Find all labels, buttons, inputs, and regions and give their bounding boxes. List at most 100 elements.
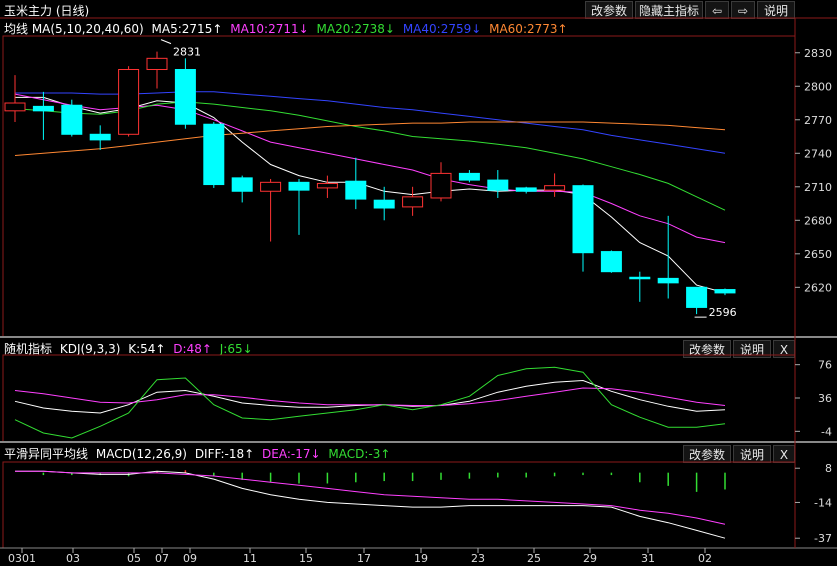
- candle-body: [430, 172, 452, 199]
- candle-body: [4, 102, 26, 112]
- y-tick-label: -14: [814, 496, 832, 509]
- panel-frame: [2, 35, 796, 338]
- x-tick-label: 31: [641, 552, 655, 565]
- y-tick-label: 36: [818, 392, 832, 405]
- candle: [203, 122, 225, 188]
- candle: [686, 286, 708, 315]
- kdj-params: KDJ(9,3,3): [59, 342, 121, 356]
- x-tick-label: 05: [127, 552, 141, 565]
- low-label: 2596: [709, 306, 737, 319]
- candle-body: [487, 179, 509, 191]
- hide-main-indicator-button[interactable]: 隐藏主指标: [635, 1, 703, 19]
- candle: [572, 184, 594, 272]
- candle-body: [345, 180, 367, 200]
- candle: [345, 157, 367, 210]
- high-pointer: [160, 39, 172, 45]
- kdj-legend-label: 随机指标: [4, 342, 53, 356]
- x-tick-label: 25: [527, 552, 541, 565]
- candle: [600, 250, 622, 273]
- ma40-line: [15, 91, 726, 154]
- candle-body: [174, 69, 196, 125]
- x-tick-label: 17: [357, 552, 371, 565]
- candle-body: [402, 196, 424, 208]
- d-legend: D:48↑: [173, 342, 212, 356]
- change-params-button[interactable]: 改参数: [585, 1, 633, 19]
- kdj-change-params-button[interactable]: 改参数: [683, 340, 731, 358]
- y-tick-label: 8: [825, 462, 832, 475]
- candle: [515, 186, 537, 194]
- ma20-legend: MA20:2738↓: [316, 22, 395, 36]
- candle-body: [657, 277, 679, 284]
- candle: [629, 271, 651, 302]
- y-tick-label: 2650: [804, 248, 832, 261]
- ma10-legend: MA10:2711↓: [230, 22, 309, 36]
- candle: [288, 178, 310, 235]
- chart-title: 玉米主力 (日线): [4, 4, 90, 18]
- candle: [544, 173, 566, 197]
- x-tick-label: 15: [299, 552, 313, 565]
- candle-body: [373, 199, 395, 209]
- kdj-d-line: [14, 387, 726, 406]
- candle-body: [146, 57, 168, 71]
- candle: [402, 186, 424, 216]
- candle-body: [458, 172, 480, 181]
- candle: [4, 75, 26, 123]
- dea-legend: DEA:-17↓: [262, 447, 321, 461]
- ma-legend: 均线 MA(5,10,20,40,60) MA5:2715↑ MA10:2711…: [4, 20, 568, 37]
- candle: [231, 175, 253, 203]
- kdj-k-line: [14, 379, 726, 414]
- candle-body: [714, 289, 736, 294]
- kdj-help-button[interactable]: 说明: [733, 340, 771, 358]
- candle: [316, 175, 338, 198]
- next-arrow-icon[interactable]: ⇨: [731, 1, 755, 19]
- candle-body: [572, 185, 594, 254]
- panel-frame: [2, 461, 796, 549]
- y-tick-label: 2830: [804, 47, 832, 60]
- macd-legend-label: 平滑异同平均线: [4, 447, 89, 461]
- x-tick-label: 03: [66, 552, 80, 565]
- x-tick-label: 11: [243, 552, 257, 565]
- high-label: 2831: [173, 46, 201, 59]
- macd-close-icon[interactable]: X: [773, 445, 795, 463]
- ma-legend-label: 均线 MA(5,10,20,40,60): [4, 22, 144, 36]
- candle-body: [32, 105, 54, 112]
- candle-body: [231, 177, 253, 192]
- kdj-close-icon[interactable]: X: [773, 340, 795, 358]
- candle: [146, 51, 168, 89]
- k-legend: K:54↑: [128, 342, 166, 356]
- y-tick-label: -37: [814, 532, 832, 545]
- diff-line: [15, 470, 726, 539]
- ma40-legend: MA40:2759↓: [402, 22, 482, 36]
- ma10-line: [14, 93, 726, 244]
- candle-body: [600, 251, 622, 273]
- candle-body: [686, 286, 708, 308]
- y-tick-label: -4: [821, 425, 832, 438]
- y-tick-label: 2620: [804, 281, 832, 294]
- ma60-line: [14, 121, 726, 156]
- ma20-line: [14, 101, 726, 211]
- macd-help-button[interactable]: 说明: [733, 445, 771, 463]
- candle: [118, 66, 140, 137]
- dea-line: [15, 470, 726, 525]
- candle: [657, 215, 679, 299]
- y-tick-label: 2680: [804, 214, 832, 227]
- candle-body: [316, 182, 338, 189]
- y-tick-label: 2770: [804, 114, 832, 127]
- kdj-j-line: [14, 366, 726, 439]
- x-tick-label: 02: [698, 552, 712, 565]
- candle: [373, 186, 395, 221]
- prev-arrow-icon[interactable]: ⇦: [705, 1, 729, 19]
- x-tick-label: 0301: [8, 552, 36, 565]
- candle: [32, 91, 54, 140]
- ma5-line: [15, 96, 726, 294]
- candle: [61, 99, 83, 137]
- candle-body: [118, 69, 140, 135]
- x-tick-label: 09: [183, 552, 197, 565]
- macd-change-params-button[interactable]: 改参数: [683, 445, 731, 463]
- kdj-legend: 随机指标 KDJ(9,3,3) K:54↑ D:48↑ J:65↓: [4, 340, 253, 357]
- candle: [430, 162, 452, 202]
- candle-body: [288, 181, 310, 191]
- macd-params: MACD(12,26,9): [95, 447, 187, 461]
- y-tick-label: 2710: [804, 181, 832, 194]
- help-button[interactable]: 说明: [757, 1, 795, 19]
